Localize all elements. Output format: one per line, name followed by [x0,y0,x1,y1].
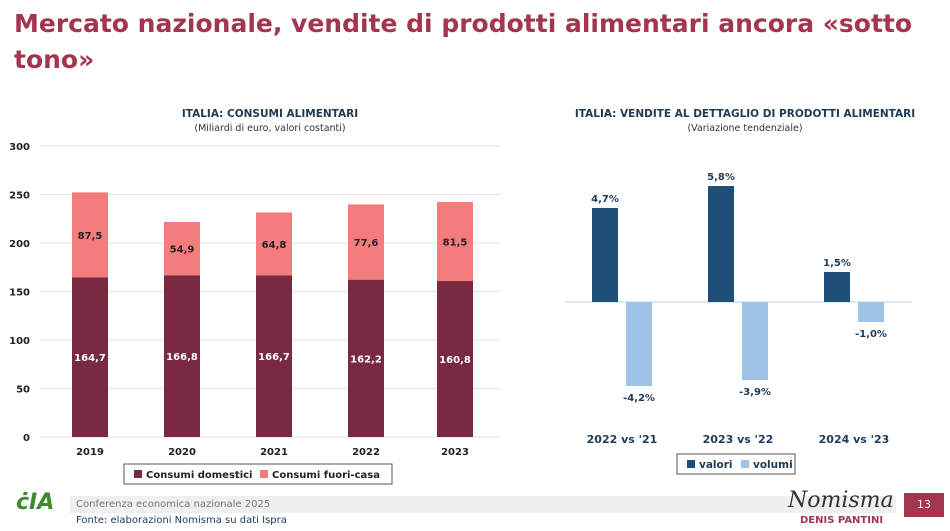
data-label: 87,5 [78,231,103,242]
data-label: 4,7% [591,194,619,205]
legend-swatch [260,470,268,478]
left-chart-title: ITALIA: CONSUMI ALIMENTARI [181,108,359,120]
bar-valori [824,272,850,302]
x-tick-label: 2021 [260,447,288,458]
cia-logo: ċIA [16,490,55,515]
x-tick-label: 2022 vs '21 [587,433,658,446]
charts-canvas: 0 50 100 150 200 250 300 164,7 87,5 2019 166,8 54,9… [9,142,912,485]
bar-consumi-domestici [348,279,384,437]
bar-consumi-fuori-casa [348,204,384,280]
bar-volumi [858,302,884,322]
bar-consumi-fuori-casa [437,201,473,282]
data-label: 81,5 [443,237,468,248]
data-label: 166,8 [166,352,198,363]
right-chart-title: ITALIA: VENDITE AL DETTAGLIO DI PRODOTTI… [574,108,916,120]
legend-label: Consumi fuori-casa [272,470,380,481]
right-chart-subtitle: (Variazione tendenziale) [687,123,803,134]
y-tick-label: 250 [9,191,30,202]
legend-label: valori [699,459,733,471]
bar-valori [592,208,618,302]
legend-box [123,463,393,485]
legend-label: volumi [753,459,793,471]
bar-consumi-fuori-casa [256,212,292,276]
bar-volumi [742,302,768,380]
legend-swatch [741,460,749,468]
data-label: 54,9 [170,245,195,256]
data-label: 5,8% [707,172,735,183]
x-tick-label: 2019 [76,447,104,458]
y-tick-label: 0 [23,433,30,444]
bar-volumi [626,302,652,386]
x-tick-label: 2022 [352,447,380,458]
x-tick-label: 2023 [441,447,469,458]
y-tick-label: 300 [9,142,30,153]
legend-swatch [134,470,142,478]
page-number: 13 [904,493,944,517]
data-label: 77,6 [354,238,379,249]
legend-box [676,453,796,475]
bar-consumi-domestici [72,277,108,437]
bar-consumi-domestici [164,275,200,437]
author-name: DENIS PANTINI [800,515,884,526]
x-tick-label: 2023 vs '22 [703,433,774,446]
data-label: -3,9% [739,387,771,398]
bar-consumi-domestici [437,281,473,437]
source-note: Fonte: elaborazioni Nomisma su dati Ispr… [76,515,287,526]
left-chart-subtitle: (Miliardi di euro, valori costanti) [194,123,346,134]
bar-consumi-fuori-casa [72,192,108,278]
data-label: -4,2% [623,393,655,404]
data-label: 160,8 [439,355,471,366]
bar-valori [708,186,734,302]
bar-consumi-fuori-casa [164,221,200,276]
legend-swatch [687,460,695,468]
nomisma-logo: Nomisma [788,488,894,513]
x-tick-label: 2024 vs '23 [819,433,890,446]
data-label: -1,0% [855,329,887,340]
legend-label: Consumi domestici [146,470,252,481]
conference-label: Conferenza economica nazionale 2025 [70,496,896,513]
y-tick-label: 150 [9,288,30,299]
data-label: 164,7 [74,353,106,364]
y-tick-label: 200 [9,239,30,250]
page-title: Mercato nazionale, vendite di prodotti a… [14,9,913,74]
y-tick-label: 100 [9,336,30,347]
data-label: 64,8 [262,240,287,251]
x-tick-label: 2020 [168,447,196,458]
data-label: 1,5% [823,258,851,269]
data-label: 166,7 [258,352,290,363]
y-tick-label: 50 [16,385,30,396]
bar-consumi-domestici [256,275,292,437]
data-label: 162,2 [350,354,382,365]
